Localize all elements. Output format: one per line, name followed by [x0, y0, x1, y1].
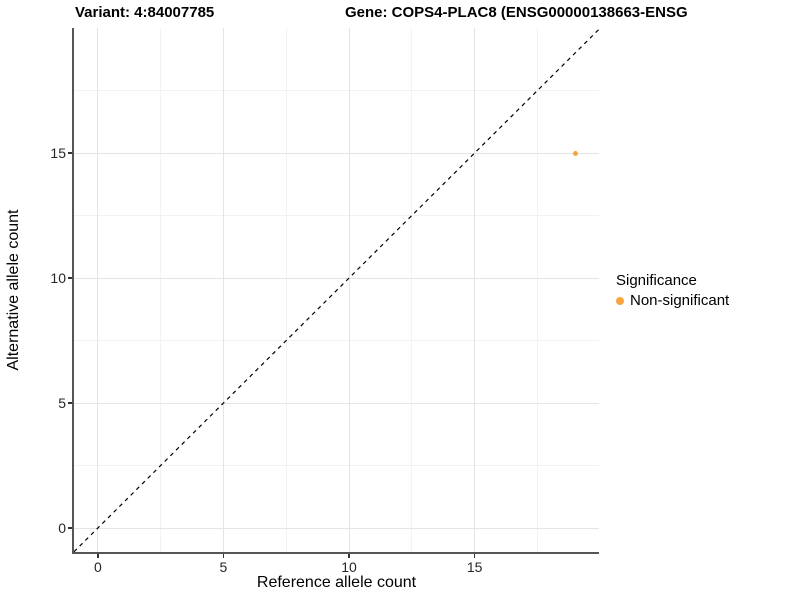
gridline-major-vertical — [222, 28, 224, 552]
legend-item-non-significant: Non-significant — [616, 292, 729, 309]
gridline-minor-horizontal — [74, 215, 599, 216]
legend: Significance Non-significant — [616, 272, 729, 309]
plot-panel — [74, 28, 599, 552]
gridline-minor-horizontal — [74, 465, 599, 466]
gridline-minor-vertical — [160, 28, 162, 552]
y-tick-mark — [68, 527, 72, 529]
x-tick-mark — [97, 554, 99, 558]
y-tick-label: 15 — [50, 145, 66, 161]
legend-title: Significance — [616, 272, 697, 289]
legend-item-label: Non-significant — [630, 292, 730, 309]
gridline-major-horizontal — [74, 527, 599, 529]
gridline-minor-vertical — [536, 28, 538, 552]
x-tick-label: 5 — [219, 559, 228, 575]
x-axis-title: Reference allele count — [256, 574, 417, 591]
gridline-minor-horizontal — [74, 340, 599, 341]
y-tick-label: 0 — [58, 520, 66, 536]
identity-reference-line — [74, 28, 599, 552]
x-tick-label: 0 — [93, 559, 102, 575]
gridline-major-horizontal — [74, 152, 599, 154]
y-tick-label: 5 — [58, 395, 66, 411]
gridline-major-vertical — [97, 28, 99, 552]
plot-titles: Variant: 4:84007785 Gene: COPS4-PLAC8 (E… — [0, 4, 800, 24]
legend-point-icon — [616, 296, 624, 305]
y-tick-mark — [68, 277, 72, 279]
x-tick-mark — [473, 554, 476, 558]
y-axis-line — [72, 28, 74, 554]
gene-title: Gene: COPS4-PLAC8 (ENSG00000138663-ENSG — [345, 4, 688, 21]
gridline-major-horizontal — [74, 402, 599, 404]
variant-title: Variant: 4:84007785 — [75, 4, 215, 21]
gridline-major-vertical — [474, 28, 476, 552]
gridline-minor-horizontal — [74, 90, 599, 91]
x-axis-line — [72, 552, 599, 554]
x-tick-label: 15 — [466, 559, 483, 575]
y-tick-mark — [68, 402, 72, 404]
gridline-minor-vertical — [285, 28, 287, 552]
x-tick-label: 10 — [341, 559, 357, 575]
x-tick-mark — [348, 554, 350, 558]
gridline-major-vertical — [348, 28, 350, 552]
y-axis-title: Alternative allele count — [5, 209, 22, 371]
gridline-major-horizontal — [74, 277, 599, 279]
y-tick-mark — [68, 152, 72, 154]
y-tick-label: 10 — [50, 270, 66, 286]
x-tick-mark — [222, 554, 225, 558]
data-point — [572, 150, 578, 156]
gridline-minor-vertical — [411, 28, 413, 552]
